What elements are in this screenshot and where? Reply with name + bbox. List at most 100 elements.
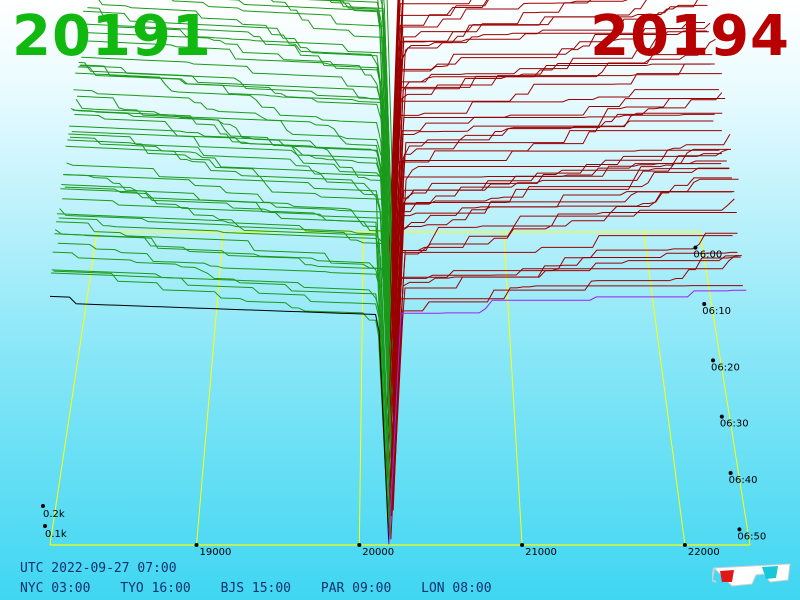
x-tick-dot-22000 <box>682 543 687 547</box>
bid-series-3 <box>338 0 394 250</box>
ask-series-50 <box>387 255 742 522</box>
bid-series-44 <box>58 217 391 488</box>
bid-series-11 <box>87 7 394 296</box>
bid-series-17 <box>81 37 391 331</box>
bid-series-10 <box>227 0 394 290</box>
ask-series-41 <box>388 198 735 470</box>
time-tick-label-1: 06:10 <box>702 306 731 317</box>
bid-series-45 <box>57 242 391 493</box>
bid-series-32 <box>69 125 391 418</box>
ask-series-42 <box>385 191 733 476</box>
bid-series-47 <box>56 221 394 505</box>
ask-series-28 <box>393 130 722 395</box>
bid-series-42 <box>60 188 387 476</box>
bid-series-14 <box>98 0 390 314</box>
ask-series-52 <box>388 255 739 534</box>
x-tick-label-20000: 20000 <box>362 547 394 558</box>
bid-series-29 <box>71 131 392 401</box>
3d-glasses-icon[interactable] <box>712 558 792 592</box>
bid-series-15 <box>83 23 390 319</box>
bid-series-33 <box>68 133 391 424</box>
bid-series-7 <box>308 0 391 273</box>
bid-series-21 <box>78 62 395 354</box>
bid-series-28 <box>72 109 395 395</box>
bid-series-24 <box>75 98 390 372</box>
ask-series-38 <box>391 148 729 453</box>
ask-series-53 <box>390 256 741 540</box>
bid-series-40 <box>62 198 394 464</box>
bid-series-37 <box>64 186 395 447</box>
bid-series-30 <box>70 108 394 406</box>
ask-series-54 <box>388 289 747 546</box>
ask-series-43 <box>386 191 735 482</box>
ask-series-36 <box>391 160 727 441</box>
axis-labels: 19000 20000 21000 22000 0.1k 0.2k 06:00 06:10 06… <box>41 245 766 558</box>
bid-series-22 <box>77 66 394 360</box>
x-tick-dot-20000 <box>357 543 362 547</box>
grid-right-edge <box>699 231 751 546</box>
ask-price: 20194 <box>590 4 790 69</box>
bid-series-53 <box>50 272 392 540</box>
y-tick-dot-0.1k <box>43 524 47 528</box>
ask-series-25 <box>389 63 715 377</box>
ask-series-34 <box>385 97 726 430</box>
grid-line-20000 <box>358 231 364 546</box>
ask-series-35 <box>388 168 730 435</box>
ask-series-20 <box>391 54 713 348</box>
time-tick-label-4: 06:40 <box>729 475 758 486</box>
ask-series-17 <box>389 30 708 331</box>
bid-series-5 <box>319 0 391 261</box>
bid-series-25 <box>75 72 391 377</box>
bid-series-26 <box>74 114 391 383</box>
grid-left-edge <box>49 231 98 546</box>
bid-series-49 <box>54 233 392 517</box>
y-tick-dot-0.2k <box>41 504 45 508</box>
bid-series-50 <box>53 270 389 522</box>
ask-series-14 <box>388 0 488 314</box>
time-tick-label-5: 06:50 <box>737 531 766 542</box>
time-tick-label-0: 06:00 <box>693 250 722 261</box>
time-tick-dot-3 <box>719 414 724 419</box>
bid-series-36 <box>65 145 393 441</box>
bid-series-31 <box>69 136 393 412</box>
time-tick-label-3: 06:30 <box>720 419 749 430</box>
ask-series-27 <box>388 73 722 389</box>
grid-line-19000 <box>196 231 224 546</box>
bid-series-52 <box>51 269 390 534</box>
ask-series-44 <box>389 177 732 488</box>
ask-series-15 <box>388 0 629 319</box>
bid-series-18 <box>81 56 392 337</box>
clock-par: PAR 09:00 <box>320 581 392 596</box>
ask-series-23 <box>389 120 714 366</box>
x-tick-dot-21000 <box>520 543 525 547</box>
bid-series-41 <box>61 184 390 470</box>
ask-series-26 <box>389 98 717 383</box>
ask-series-37 <box>393 133 731 447</box>
time-tick-dot-1 <box>702 301 707 306</box>
grid-line-21000 <box>503 231 523 546</box>
bid-series-19 <box>80 64 392 343</box>
bid-series-16 <box>83 10 389 325</box>
ask-series-45 <box>389 235 733 493</box>
time-tick-dot-4 <box>728 471 733 476</box>
ask-series-24 <box>388 89 719 372</box>
ask-series-8 <box>387 0 489 279</box>
ask-series-5 <box>389 0 472 262</box>
ask-series-16 <box>387 63 711 325</box>
ask-series-9 <box>391 0 592 285</box>
grid-line-22000 <box>643 231 686 546</box>
bid-price: 20191 <box>12 4 212 69</box>
depth-series <box>49 0 747 546</box>
ask-series-47 <box>392 232 738 505</box>
time-tick-dot-0 <box>693 245 698 250</box>
bid-series-54 <box>49 295 390 546</box>
ask-series-40 <box>392 148 732 464</box>
bid-series-51 <box>52 251 389 528</box>
bid-series-27 <box>73 89 390 389</box>
bid-series-13 <box>85 32 392 308</box>
bid-series-12 <box>171 0 395 302</box>
bid-series-35 <box>66 162 390 435</box>
ask-series-22 <box>392 113 715 360</box>
x-tick-label-19000: 19000 <box>200 547 232 558</box>
ask-series-13 <box>390 22 705 308</box>
